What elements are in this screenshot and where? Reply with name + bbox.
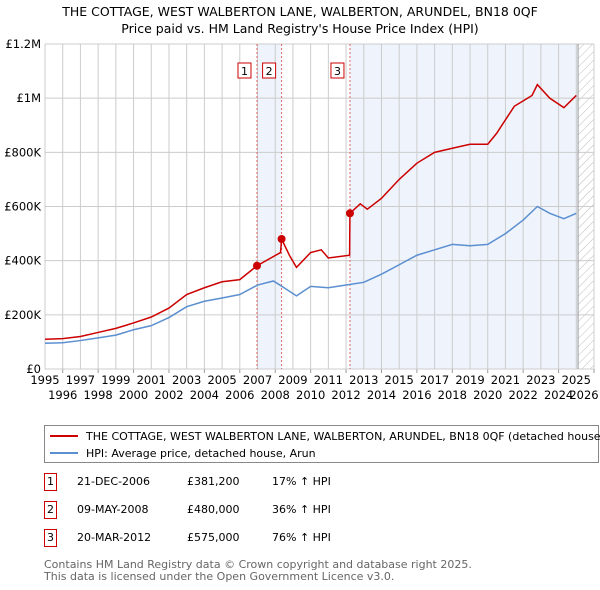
sale-hpi-change: 36% ↑ HPI xyxy=(272,503,331,516)
sale-date: 09-MAY-2008 xyxy=(77,503,149,516)
sale-marker-number: 1 xyxy=(241,65,248,78)
y-tick-label: £600K xyxy=(4,200,41,214)
x-tick-label: 2011 xyxy=(314,373,343,387)
x-tick-label: 2021 xyxy=(491,373,520,387)
legend-label-property: THE COTTAGE, WEST WALBERTON LANE, WALBER… xyxy=(86,429,600,443)
chart-title: THE COTTAGE, WEST WALBERTON LANE, WALBER… xyxy=(62,4,538,19)
y-tick-label: £200K xyxy=(4,308,41,322)
x-tick-label: 2018 xyxy=(438,388,467,402)
y-tick-label: £800K xyxy=(4,145,41,159)
x-tick-label: 2002 xyxy=(154,388,183,402)
x-tick-label: 1996 xyxy=(48,388,77,402)
x-tick-label: 2010 xyxy=(296,388,325,402)
y-tick-label: £400K xyxy=(4,254,41,268)
x-tick-label: 2025 xyxy=(562,373,591,387)
x-tick-label: 2005 xyxy=(207,373,236,387)
x-tick-label: 2008 xyxy=(261,388,290,402)
sale-point xyxy=(345,209,354,218)
sale-marker-number: 3 xyxy=(334,65,341,78)
x-tick-label: 2007 xyxy=(243,373,272,387)
x-tick-label: 2013 xyxy=(349,373,378,387)
sale-price: £480,000 xyxy=(187,503,240,516)
x-tick-label: 2003 xyxy=(172,373,201,387)
sale-marker-box xyxy=(330,62,345,79)
sale-hpi-change: 76% ↑ HPI xyxy=(272,531,331,544)
sale-date: 21-DEC-2006 xyxy=(77,475,151,488)
x-tick-label: 2009 xyxy=(278,373,307,387)
sale-price: £381,200 xyxy=(187,475,240,488)
series-line xyxy=(44,205,577,345)
legend-swatch-hpi xyxy=(50,452,78,454)
y-tick-label: £1.2M xyxy=(5,37,41,51)
x-tick-label: 2004 xyxy=(190,388,219,402)
x-tick-label: 2000 xyxy=(119,388,148,402)
plot-area: 1995199619971998199920002001200220032004… xyxy=(4,37,598,402)
x-tick-label: 1999 xyxy=(101,373,130,387)
sale-marker-box xyxy=(262,62,277,79)
sale-date: 20-MAR-2012 xyxy=(77,531,152,544)
x-tick-label: 2015 xyxy=(385,373,414,387)
x-tick-label: 2001 xyxy=(137,373,166,387)
x-tick-label: 2017 xyxy=(420,373,449,387)
x-tick-label: 2019 xyxy=(455,373,484,387)
x-tick-label: 1995 xyxy=(30,373,59,387)
sale-marker-box xyxy=(237,62,252,79)
series-line xyxy=(44,83,577,340)
x-tick-label: 2006 xyxy=(225,388,254,402)
sale-marker-number: 2 xyxy=(266,65,273,78)
sale-number: 1 xyxy=(44,473,57,491)
y-tick-label: £1M xyxy=(16,91,41,105)
legend-label-hpi: HPI: Average price, detached house, Arun xyxy=(86,446,316,460)
x-tick-label: 2022 xyxy=(509,388,538,402)
x-tick-label: 2012 xyxy=(331,388,360,402)
x-tick-label: 2020 xyxy=(473,388,502,402)
sale-number: 3 xyxy=(44,529,57,547)
sale-price: £575,000 xyxy=(187,531,240,544)
x-tick-label: 2024 xyxy=(544,388,573,402)
footer-line: Contains HM Land Registry data © Crown c… xyxy=(44,558,472,571)
footer-line: This data is licensed under the Open Gov… xyxy=(44,570,395,583)
x-tick-label: 1997 xyxy=(66,373,95,387)
y-tick-label: £0 xyxy=(26,362,41,376)
legend: THE COTTAGE, WEST WALBERTON LANE, WALBER… xyxy=(44,425,600,463)
x-tick-label: 2014 xyxy=(367,388,396,402)
sale-point xyxy=(252,261,261,270)
sale-hpi-change: 17% ↑ HPI xyxy=(272,475,331,488)
legend-swatch-property xyxy=(50,435,78,437)
sale-number: 2 xyxy=(44,501,57,519)
footer: Contains HM Land Registry data © Crown c… xyxy=(44,559,472,583)
sale-point xyxy=(277,235,286,243)
x-tick-label: 2026 xyxy=(569,388,598,402)
x-tick-label: 2016 xyxy=(402,388,431,402)
chart-subtitle: Price paid vs. HM Land Registry's House … xyxy=(121,21,479,36)
x-tick-label: 2023 xyxy=(526,373,555,387)
x-tick-label: 1998 xyxy=(83,388,112,402)
